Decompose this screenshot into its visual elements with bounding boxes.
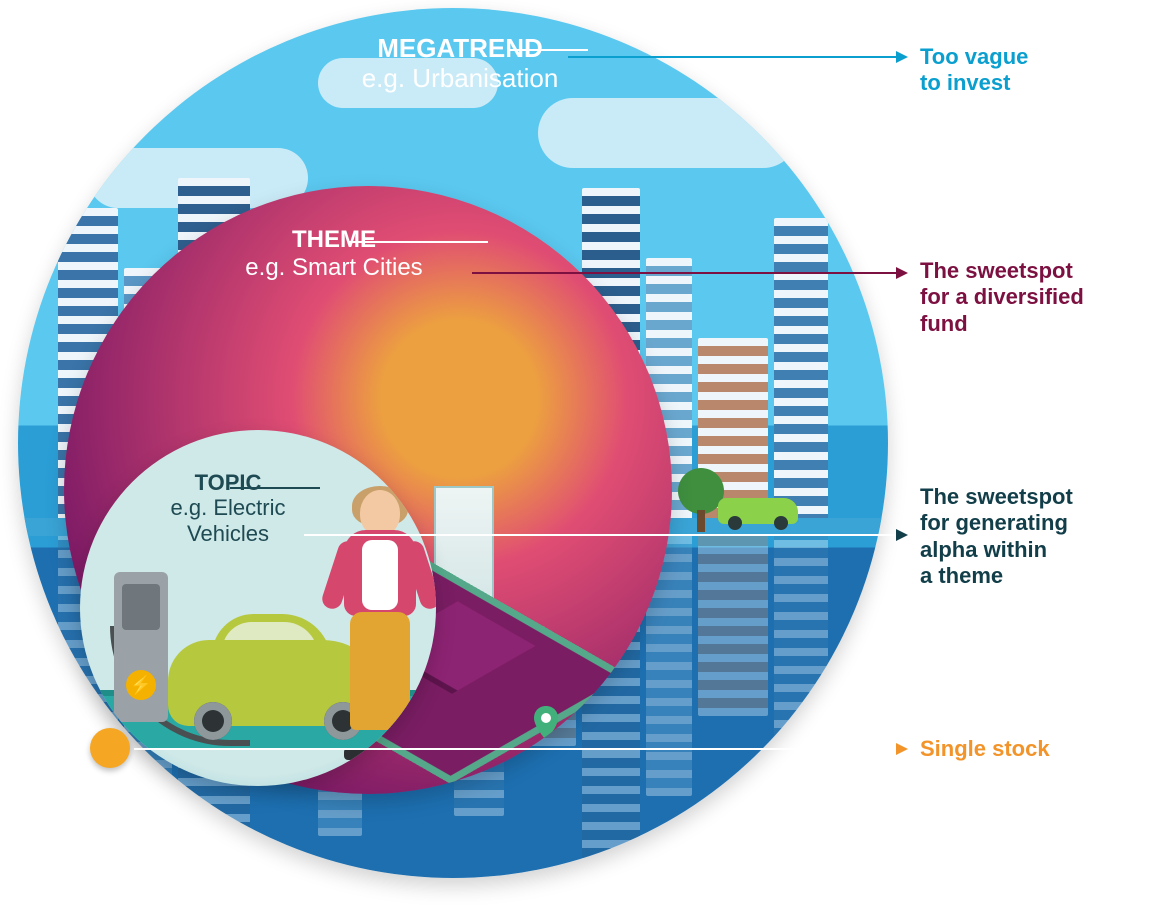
person-icon [326, 490, 436, 760]
callout-theme: The sweetspot for a diversified fund [920, 258, 1140, 337]
arrow-topic [304, 534, 906, 536]
bolt-icon: ⚡ [126, 670, 156, 700]
callout-line: Single stock [920, 736, 1050, 761]
diagram-stage: ⚡ MEGATREND e.g. Urbanisation THEME e.g.… [0, 0, 1169, 905]
map-pin-icon [534, 706, 558, 740]
callout-line: Too vague [920, 44, 1028, 69]
tree-icon [678, 468, 724, 532]
car-icon [718, 498, 798, 524]
callout-line: to invest [920, 70, 1010, 95]
arrow-theme [472, 272, 906, 274]
callout-line: for generating [920, 510, 1068, 535]
cloud-icon [538, 98, 798, 168]
arrow-megatrend [568, 56, 906, 58]
megatrend-example: e.g. Urbanisation [362, 63, 559, 93]
callout-megatrend: Too vague to invest [920, 44, 1140, 97]
callout-line: alpha within [920, 537, 1047, 562]
callout-line: for a diversified [920, 284, 1084, 309]
callout-line: The sweetspot [920, 484, 1073, 509]
callout-line: fund [920, 311, 968, 336]
theme-example: e.g. Smart Cities [245, 254, 422, 281]
arrow-single-stock [134, 748, 906, 750]
topic-label: TOPIC e.g. Electric Vehicles [138, 470, 318, 546]
topic-example-line1: e.g. Electric [171, 495, 286, 520]
callout-line: The sweetspot [920, 258, 1073, 283]
underline [348, 241, 488, 243]
topic-example-line2: Vehicles [187, 521, 269, 546]
underline [510, 49, 588, 51]
callout-topic: The sweetspot for generating alpha withi… [920, 484, 1140, 590]
callout-single-stock: Single stock [920, 736, 1140, 762]
underline [230, 487, 320, 489]
megatrend-label: MEGATREND e.g. Urbanisation [330, 34, 590, 94]
single-stock-dot [90, 728, 130, 768]
megatrend-title: MEGATREND [377, 33, 543, 63]
topic-title: TOPIC [195, 470, 262, 495]
theme-title: THEME [292, 226, 376, 253]
ev-charger-icon: ⚡ [114, 572, 168, 722]
theme-label: THEME e.g. Smart Cities [214, 226, 454, 281]
callout-line: a theme [920, 563, 1003, 588]
